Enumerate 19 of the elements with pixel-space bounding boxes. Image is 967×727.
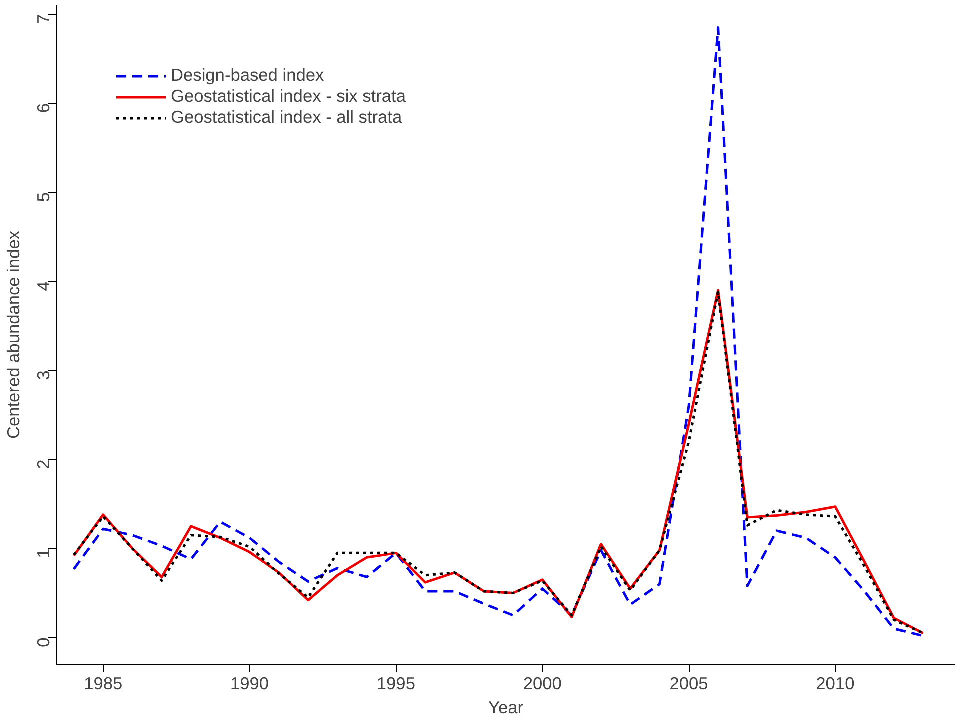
legend-label: Geostatistical index - six strata	[171, 86, 406, 107]
y-tick-label: 5	[34, 192, 54, 202]
y-tick-label: 7	[34, 14, 54, 24]
x-tick-label: 1990	[230, 674, 270, 694]
legend-label: Geostatistical index - all strata	[171, 107, 402, 128]
x-tick-label: 1985	[84, 674, 123, 694]
legend-label: Design-based index	[171, 65, 324, 86]
y-tick-label: 3	[34, 370, 54, 380]
y-tick-label: 4	[34, 281, 54, 292]
y-tick-label: 6	[34, 103, 54, 114]
x-axis-title: Year	[488, 698, 524, 718]
x-tick-label: 2005	[670, 674, 708, 694]
x-tick-label: 2010	[816, 674, 855, 694]
y-tick-label: 1	[34, 548, 54, 558]
y-axis-title: Centered abundance index	[4, 230, 24, 440]
x-tick-label: 2000	[523, 674, 562, 694]
y-tick-label: 0	[34, 638, 54, 648]
x-tick-label: 1995	[376, 674, 416, 694]
y-tick-label: 2	[34, 460, 54, 470]
